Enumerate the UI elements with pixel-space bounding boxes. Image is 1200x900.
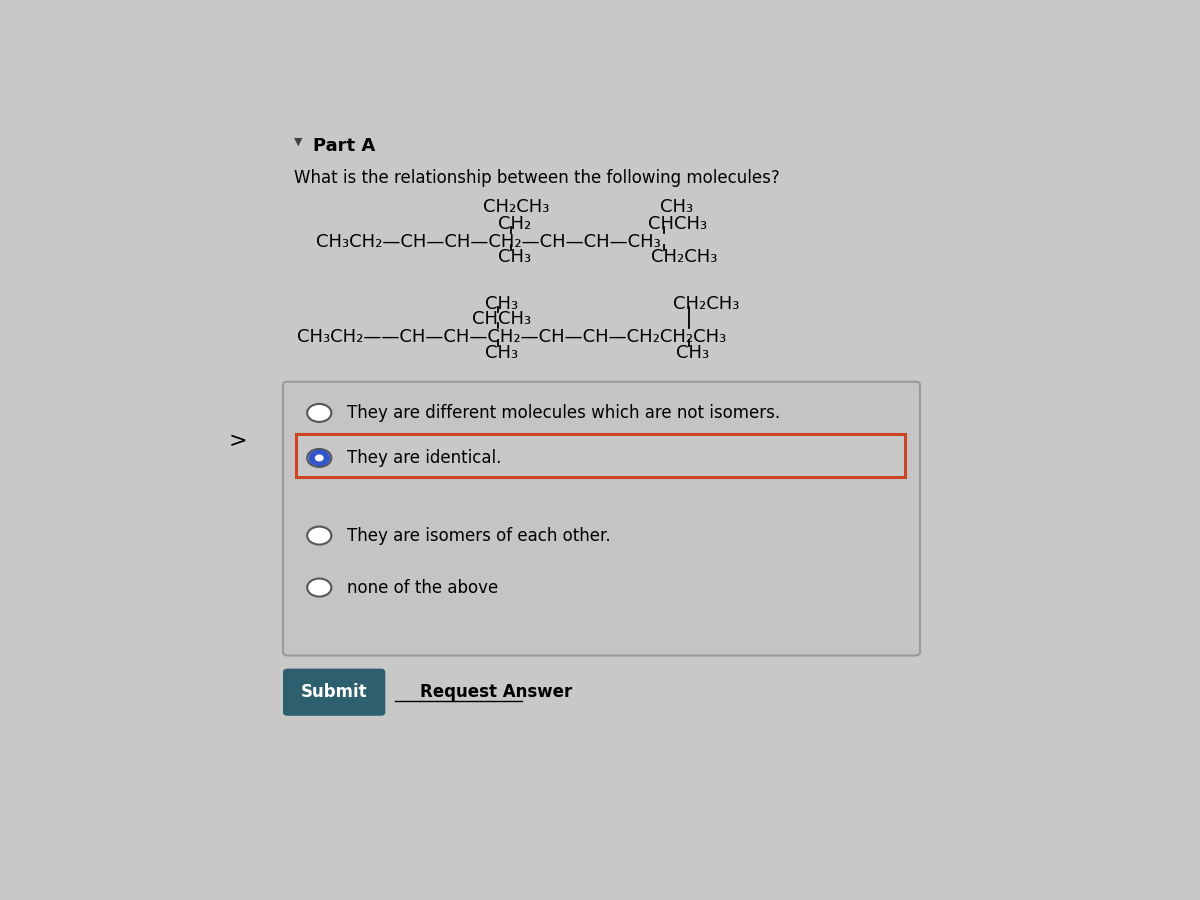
Text: CH₃: CH₃ bbox=[498, 248, 530, 266]
Text: CH₃CH₂——CH—CH—CH₂—CH—CH—CH₂CH₂CH₃: CH₃CH₂——CH—CH—CH₂—CH—CH—CH₂CH₂CH₃ bbox=[296, 328, 726, 346]
Circle shape bbox=[307, 404, 331, 422]
Circle shape bbox=[307, 449, 331, 467]
Circle shape bbox=[307, 526, 331, 544]
Circle shape bbox=[316, 455, 323, 461]
Text: Request Answer: Request Answer bbox=[420, 683, 572, 701]
FancyBboxPatch shape bbox=[283, 382, 920, 655]
Text: CH₃: CH₃ bbox=[485, 295, 518, 313]
Circle shape bbox=[307, 579, 331, 597]
Text: CH₂CH₃: CH₂CH₃ bbox=[652, 248, 718, 266]
Text: CH₂: CH₂ bbox=[498, 215, 532, 233]
Text: CH₃: CH₃ bbox=[485, 344, 518, 362]
Text: CH₃CH₂—CH—CH—CH₂—CH—CH—CH₃: CH₃CH₂—CH—CH—CH₂—CH—CH—CH₃ bbox=[316, 233, 660, 251]
Text: Part A: Part A bbox=[313, 137, 374, 155]
Text: They are different molecules which are not isomers.: They are different molecules which are n… bbox=[347, 404, 780, 422]
Text: CH₂CH₃: CH₂CH₃ bbox=[673, 295, 739, 313]
Text: CH₂CH₃: CH₂CH₃ bbox=[482, 198, 550, 216]
Text: They are isomers of each other.: They are isomers of each other. bbox=[347, 526, 611, 544]
FancyBboxPatch shape bbox=[296, 435, 905, 477]
Text: >: > bbox=[229, 430, 247, 451]
Text: What is the relationship between the following molecules?: What is the relationship between the fol… bbox=[294, 169, 780, 187]
Text: CHCH₃: CHCH₃ bbox=[648, 215, 707, 233]
Text: CHCH₃: CHCH₃ bbox=[472, 310, 530, 328]
Text: CH₃: CH₃ bbox=[677, 344, 709, 362]
Text: They are identical.: They are identical. bbox=[347, 449, 502, 467]
Circle shape bbox=[310, 450, 330, 465]
Text: none of the above: none of the above bbox=[347, 579, 498, 597]
Text: CH₃: CH₃ bbox=[660, 198, 692, 216]
FancyBboxPatch shape bbox=[283, 669, 385, 716]
Text: ▼: ▼ bbox=[294, 137, 302, 147]
Text: Submit: Submit bbox=[301, 683, 367, 701]
